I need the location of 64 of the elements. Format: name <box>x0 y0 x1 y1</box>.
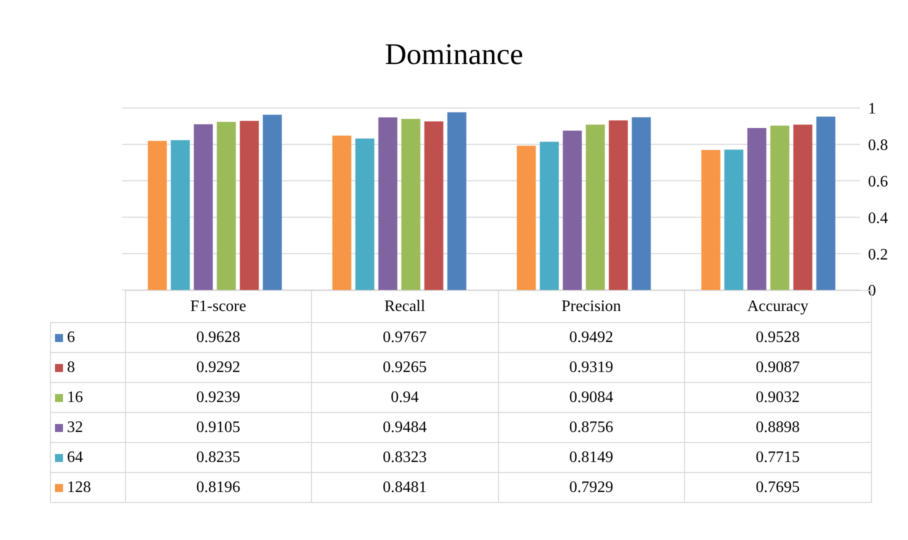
data-label: 0.9087 <box>684 352 871 382</box>
bar <box>378 117 398 290</box>
data-label: 0.9292 <box>125 352 312 382</box>
data-label: 0.8323 <box>312 442 498 472</box>
x-tick-label: Accuracy <box>747 298 808 314</box>
data-label: 0.9265 <box>312 352 498 382</box>
bar <box>332 136 352 290</box>
data-label: 0.9319 <box>498 352 684 382</box>
legend-label: 8 <box>50 352 125 382</box>
data-label: 0.7715 <box>684 442 871 472</box>
data-label: 0.9767 <box>312 322 498 352</box>
data-label: 0.94 <box>312 382 498 412</box>
legend-label: 6 <box>50 322 125 352</box>
bar <box>724 150 744 290</box>
data-label: 0.9239 <box>125 382 312 412</box>
x-tick-label: F1-score <box>125 290 312 322</box>
data-label: 0.9084 <box>498 382 684 412</box>
data-label: 0.7929 <box>498 472 684 502</box>
chart-title: Dominance <box>384 38 524 72</box>
bar <box>194 124 213 290</box>
bar <box>401 118 420 290</box>
bar <box>216 122 236 290</box>
bar <box>562 130 582 290</box>
legend-label: 16 <box>50 382 125 412</box>
data-label: 0.9484 <box>312 412 498 442</box>
data-label: 0.9032 <box>684 382 871 412</box>
y-tick-label: 0.2 <box>868 246 888 264</box>
data-label: 0.7695 <box>684 472 871 502</box>
data-label: 0.8756 <box>498 412 684 442</box>
bar <box>608 120 628 290</box>
bar <box>586 124 605 290</box>
x-tick-label: Precision <box>498 290 684 322</box>
bar <box>148 140 167 290</box>
legend-label: 32 <box>50 412 125 442</box>
bar <box>793 124 812 290</box>
data-label: 0.8196 <box>125 472 312 502</box>
bar <box>424 121 444 290</box>
data-label: 0.9492 <box>498 322 684 352</box>
bar <box>516 146 536 290</box>
legend-label: 128 <box>50 472 125 502</box>
legend-label: 64 <box>50 442 125 472</box>
bar <box>816 116 836 290</box>
data-label: 0.8898 <box>684 412 871 442</box>
bar <box>355 138 374 290</box>
y-tick-label: 0.4 <box>868 210 888 227</box>
bar <box>770 126 790 290</box>
bar <box>540 142 559 290</box>
y-tick-label: 0.6 <box>868 173 888 190</box>
data-label: 0.9528 <box>684 322 871 352</box>
bar <box>170 140 190 290</box>
bar <box>747 128 766 290</box>
y-tick-label: 1 <box>868 100 876 118</box>
x-tick-label: Recall <box>312 290 498 322</box>
data-label: 0.8235 <box>125 442 312 472</box>
bar <box>262 114 282 290</box>
data-label: 0.8149 <box>498 442 684 472</box>
data-label: 0.9105 <box>125 412 312 442</box>
data-label: 0.8481 <box>312 472 498 502</box>
bar <box>632 117 651 290</box>
bar <box>701 150 720 290</box>
y-tick-label: 0.8 <box>868 137 888 154</box>
data-label: 0.9628 <box>125 322 312 352</box>
bar <box>240 120 259 290</box>
bar <box>447 112 466 290</box>
